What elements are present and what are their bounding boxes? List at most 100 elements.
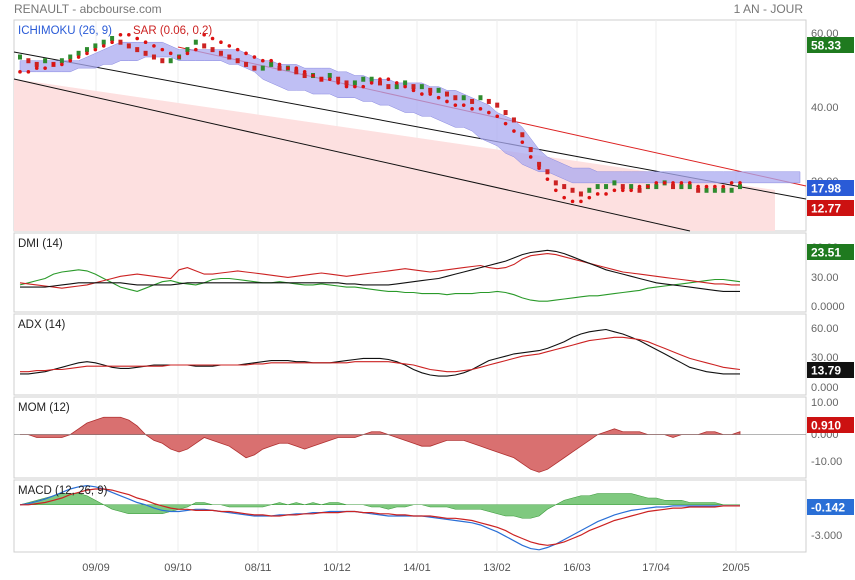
price-candle <box>470 98 475 104</box>
legend-label: DMI (14) <box>18 238 63 250</box>
x-tick-label: 16/03 <box>563 562 591 574</box>
sar-point <box>687 181 692 185</box>
sar-point <box>478 107 483 111</box>
price-candle <box>520 132 525 138</box>
price-candle <box>729 187 734 193</box>
sar-point <box>646 184 650 189</box>
price-candle <box>143 50 148 56</box>
price-candle <box>244 61 249 67</box>
sar-point <box>637 184 642 189</box>
price-candle <box>185 47 190 53</box>
price-candle <box>59 58 64 64</box>
sar-point <box>436 95 441 100</box>
sar-point <box>411 88 416 93</box>
price-candle <box>344 80 349 86</box>
price-candle <box>386 84 391 90</box>
price-candle <box>76 50 81 56</box>
sar-point <box>721 184 726 189</box>
sar-point <box>118 33 123 37</box>
price-candle <box>394 84 399 90</box>
sar-point <box>587 195 592 200</box>
sar-point <box>461 103 466 107</box>
sar-point <box>487 110 491 115</box>
sar-point <box>595 192 600 196</box>
price-candle <box>118 39 123 45</box>
sar-point <box>68 58 73 63</box>
price-candle <box>461 95 466 101</box>
y-tick-label: -10.00 <box>811 456 842 468</box>
price-candle <box>227 54 232 60</box>
sar-point <box>202 33 206 37</box>
dmi-series-line <box>20 249 740 292</box>
adxr-line <box>20 336 741 373</box>
sar-point <box>729 181 734 185</box>
price-candle <box>620 184 625 190</box>
last-value-box <box>807 200 854 216</box>
sar-point <box>235 47 240 52</box>
sar-point <box>194 47 198 52</box>
macd-line <box>19 484 740 551</box>
price-candle <box>486 98 491 104</box>
sar-point <box>227 44 232 48</box>
signal-line <box>20 488 740 546</box>
sar-point <box>277 62 282 67</box>
channel-lower-line <box>13 78 691 232</box>
sar-point <box>294 66 299 70</box>
sar-point <box>60 62 64 67</box>
sar-point <box>185 51 190 56</box>
sar-point <box>302 70 307 74</box>
last-value-label: 23.51 <box>811 246 841 260</box>
x-tick-label: 08/11 <box>245 562 272 574</box>
sar-point <box>252 55 257 59</box>
price-candle <box>537 161 542 167</box>
price-candle <box>302 73 307 79</box>
price-candle <box>294 69 299 75</box>
price-candle <box>587 187 592 193</box>
price-candle <box>478 95 483 101</box>
sar-point <box>562 195 566 200</box>
last-value-box <box>807 499 854 515</box>
sar-point <box>110 40 114 45</box>
price-candle <box>428 87 433 93</box>
chart-header: RENAULT - abcbourse.com 1 AN - JOUR <box>0 0 855 18</box>
price-candle <box>327 73 332 79</box>
price-candle <box>235 58 240 64</box>
sar-point <box>403 84 407 89</box>
price-candle <box>260 65 265 71</box>
sar-point <box>135 36 140 41</box>
last-value-box <box>807 244 854 260</box>
price-candle <box>168 58 173 64</box>
sar-point <box>420 92 424 96</box>
last-value-box <box>807 180 854 196</box>
y-tick-label: 40.00 <box>811 102 839 114</box>
price-candle <box>578 191 583 197</box>
price-candle <box>738 184 742 190</box>
x-tick-label: 09/10 <box>164 562 192 574</box>
price-candle <box>687 184 692 190</box>
x-tick-label: 14/01 <box>403 562 431 574</box>
regression-channel <box>14 79 775 231</box>
chart-source-title: RENAULT - abcbourse.com <box>14 2 162 16</box>
price-candle <box>436 87 441 93</box>
price-candle <box>612 180 617 186</box>
sar-point <box>612 188 617 193</box>
price-candle <box>160 58 165 64</box>
sar-point <box>528 155 533 159</box>
sar-point <box>503 121 508 126</box>
sar-point <box>579 199 583 204</box>
sar-point <box>671 181 675 185</box>
sar-point <box>160 47 165 52</box>
price-candle <box>444 91 449 97</box>
price-candle <box>712 187 717 193</box>
sar-point <box>445 99 449 104</box>
sar-point <box>545 177 550 181</box>
sar-point <box>713 184 717 189</box>
y-tick-label: 30.00 <box>811 272 839 284</box>
price-candle <box>101 39 106 45</box>
y-tick-label: 0.000 <box>811 382 839 394</box>
last-value-box <box>807 362 854 378</box>
sar-point <box>177 55 181 59</box>
price-candle <box>671 184 676 190</box>
y-tick-label: 30.00 <box>811 352 839 364</box>
